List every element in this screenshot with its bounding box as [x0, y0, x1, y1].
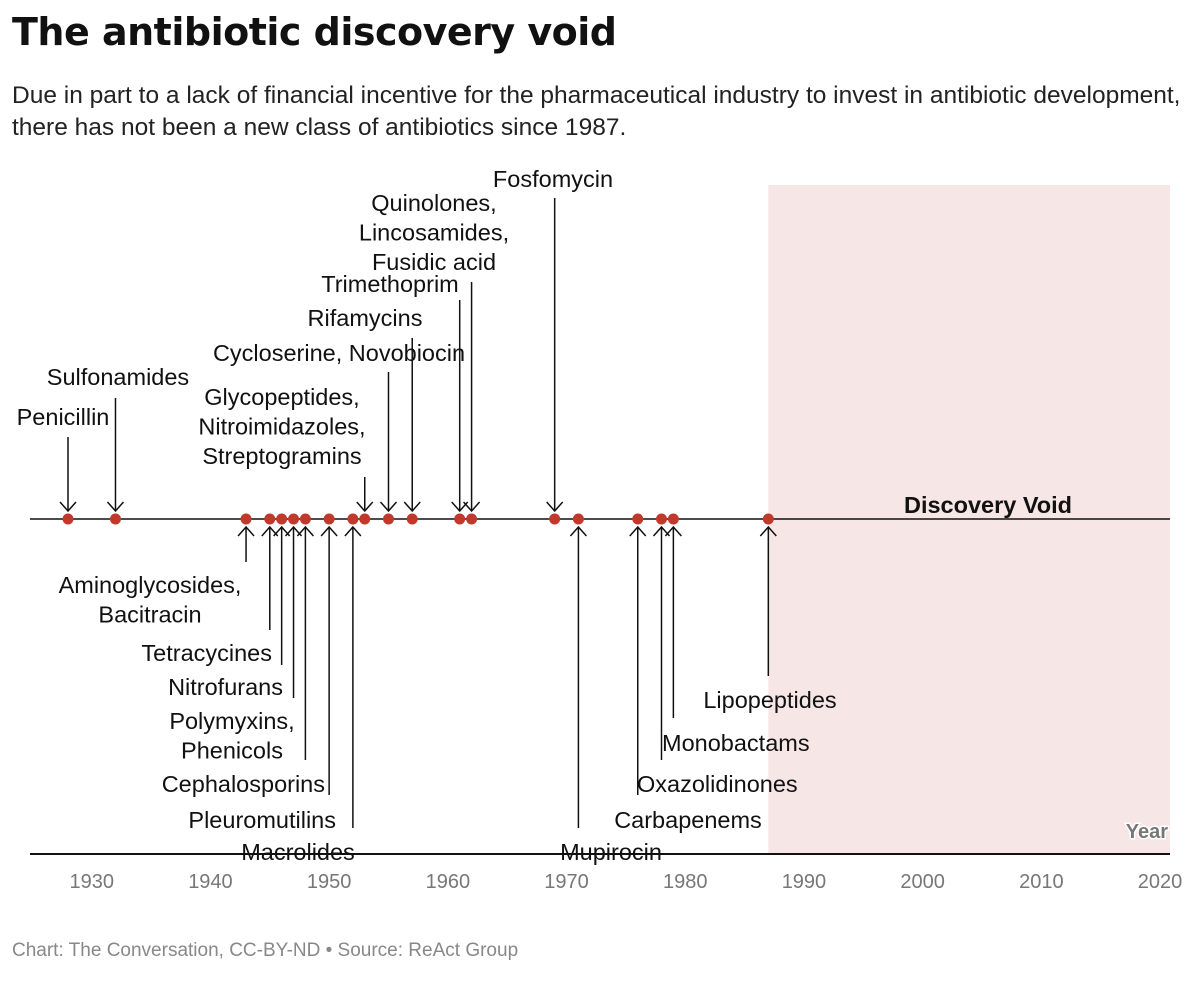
arrowhead-icon — [569, 525, 587, 537]
event-label: Monobactams — [662, 730, 810, 756]
event-dot — [359, 513, 371, 525]
event-label: Macrolides — [241, 839, 355, 865]
event-label: Bacitracin — [98, 602, 201, 628]
event-label: Polymyxins, — [169, 708, 294, 734]
chart-title: The antibiotic discovery void — [12, 10, 617, 54]
event-dot — [762, 513, 774, 525]
arrowhead-icon — [379, 501, 398, 513]
event-label: Lincosamides, — [359, 220, 509, 246]
event-label: Oxazolidinones — [637, 771, 798, 797]
x-tick-label: 1950 — [307, 871, 352, 893]
event-label: Tetracycines — [141, 640, 272, 666]
chart-credit: Chart: The Conversation, CC-BY-ND • Sour… — [12, 940, 519, 961]
arrowhead-icon — [344, 525, 362, 537]
event-label: Cephalosporins — [162, 771, 325, 797]
x-tick-label: 2000 — [900, 871, 945, 893]
event-dot — [656, 513, 667, 525]
x-tick-label: 1930 — [69, 871, 114, 893]
event-dot — [288, 513, 300, 525]
arrowhead-icon — [463, 501, 481, 513]
event-dot — [406, 513, 418, 525]
event-label: Sulfonamides — [47, 364, 189, 390]
x-tick-label: 1970 — [544, 871, 589, 893]
event-label: Streptogramins — [202, 443, 361, 469]
arrowhead-icon — [403, 501, 421, 513]
event-label: Rifamycins — [308, 305, 423, 331]
arrowhead-icon — [451, 501, 469, 513]
event-dot — [466, 513, 478, 525]
event-dot — [323, 513, 335, 525]
arrowhead-icon — [664, 525, 682, 537]
event-label: Glycopeptides, — [204, 384, 359, 410]
arrowhead-icon — [59, 501, 77, 513]
event-dot — [240, 513, 252, 525]
event-label: Mupirocin — [560, 839, 662, 865]
arrowhead-icon — [759, 525, 777, 537]
arrowhead-icon — [356, 501, 374, 513]
arrowhead-icon — [296, 525, 314, 537]
event-dot — [109, 513, 121, 525]
x-tick-label: 1990 — [782, 871, 827, 893]
event-label: Nitroimidazoles, — [198, 414, 365, 440]
arrowhead-icon — [237, 525, 255, 537]
arrowhead-icon — [284, 525, 303, 537]
arrowhead-icon — [652, 525, 671, 537]
x-tick-label: 2020 — [1138, 871, 1183, 893]
event-dot — [382, 513, 394, 525]
event-dot — [299, 513, 311, 525]
event-dot — [667, 513, 679, 525]
event-dot — [347, 513, 359, 525]
event-dot — [264, 513, 276, 525]
event-dot — [454, 513, 466, 525]
event-label: Pleuromutilins — [188, 807, 336, 833]
x-tick-label: 1940 — [188, 871, 233, 893]
event-dot — [62, 513, 74, 525]
event-label: Lipopeptides — [703, 687, 836, 713]
event-label: Quinolones, — [371, 190, 496, 216]
event-dot — [276, 513, 288, 525]
event-label: Nitrofurans — [168, 674, 283, 700]
arrowhead-icon — [261, 525, 279, 537]
event-label: Aminoglycosides, — [59, 572, 242, 598]
x-axis-label: Year — [1126, 821, 1168, 843]
event-label: Trimethoprim — [321, 271, 459, 297]
arrowhead-icon — [320, 525, 338, 537]
event-label: Cycloserine, Novobiocin — [213, 340, 465, 366]
event-dot — [549, 513, 561, 525]
arrowhead-icon — [273, 525, 291, 537]
event-label: Penicillin — [17, 404, 110, 430]
x-tick-label: 1980 — [663, 871, 708, 893]
chart-subtitle: Due in part to a lack of financial incen… — [12, 82, 1181, 141]
event-dot — [572, 513, 584, 525]
arrowhead-icon — [546, 501, 564, 513]
x-tick-label: 2010 — [1019, 871, 1064, 893]
x-tick-label: 1960 — [426, 871, 471, 893]
event-label: Phenicols — [181, 738, 283, 764]
arrowhead-icon — [106, 501, 125, 513]
arrowhead-icon — [629, 525, 647, 537]
event-label: Carbapenems — [614, 807, 762, 833]
event-label: Fusidic acid — [372, 249, 496, 275]
event-dot — [632, 513, 644, 525]
void-region-label: Discovery Void — [904, 492, 1072, 518]
event-label: Fosfomycin — [493, 166, 613, 192]
